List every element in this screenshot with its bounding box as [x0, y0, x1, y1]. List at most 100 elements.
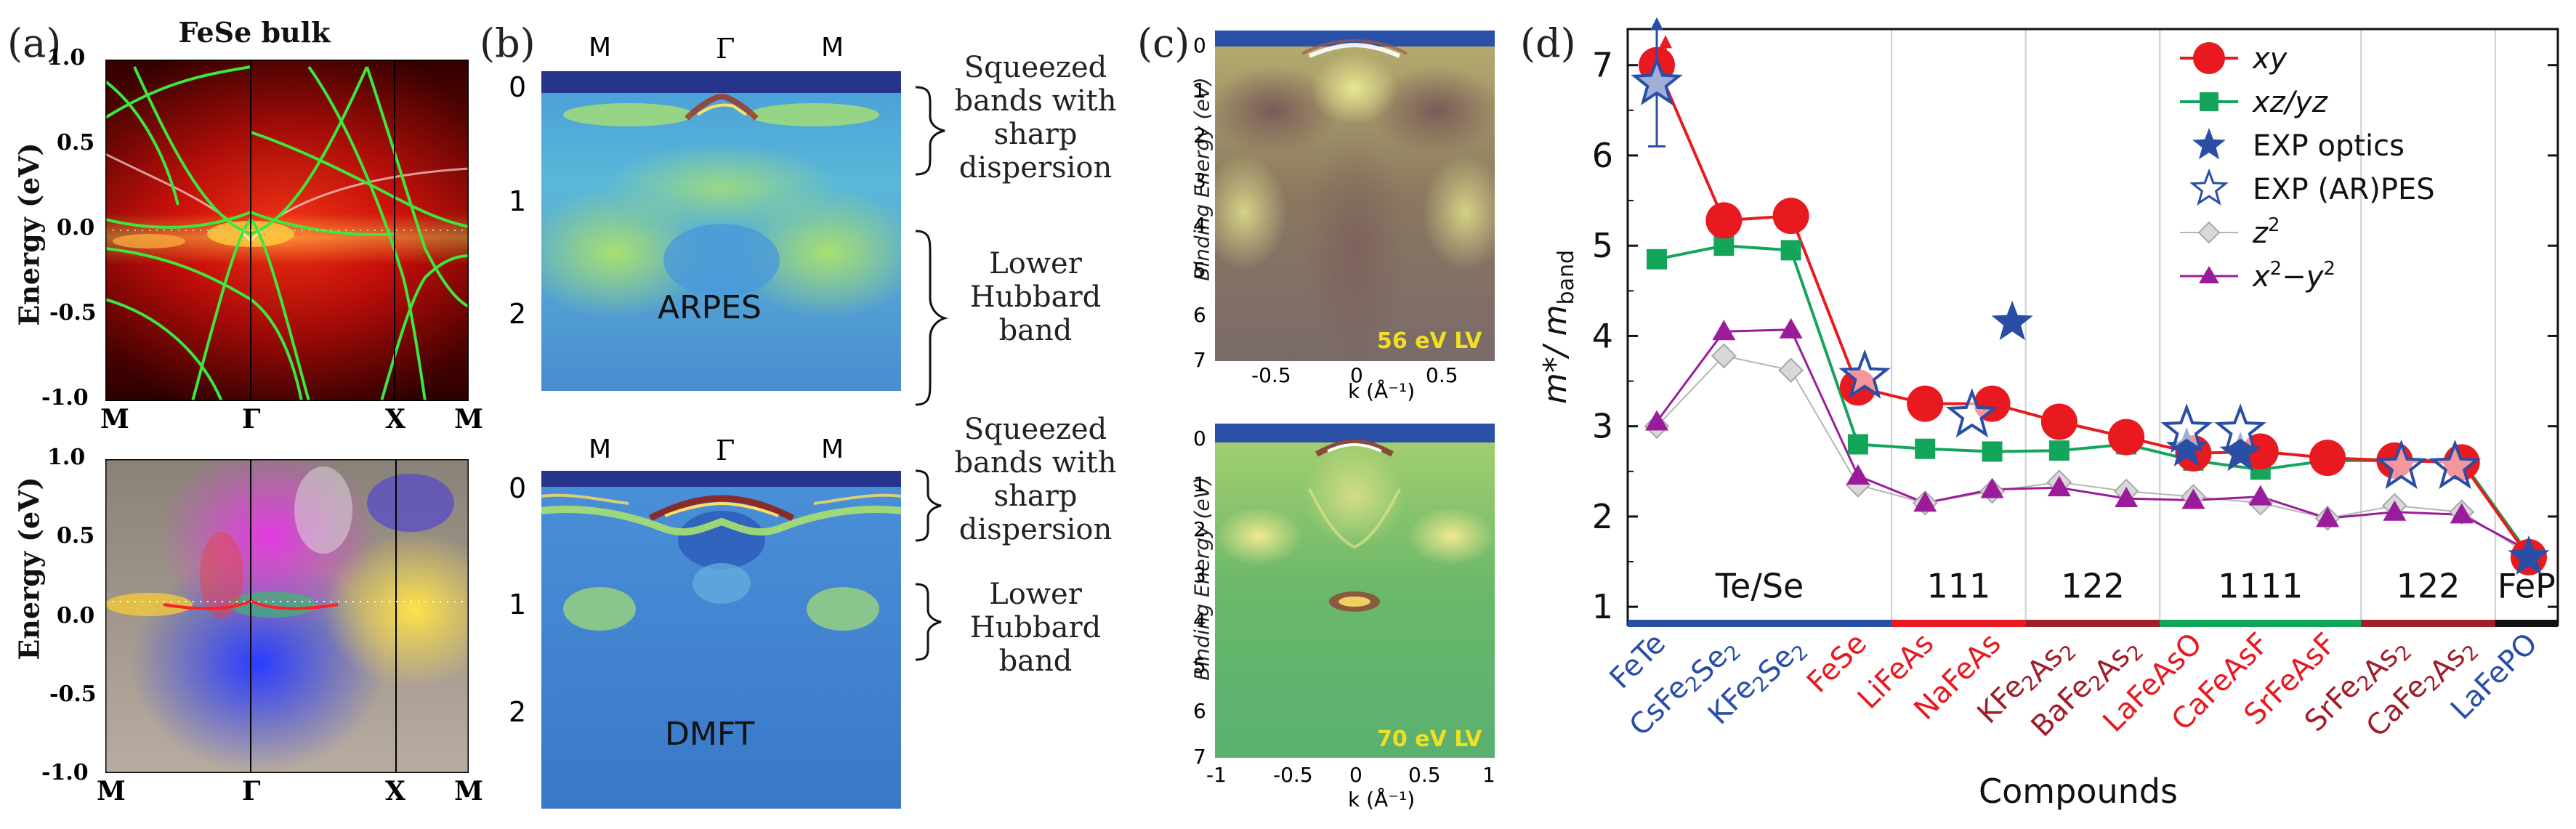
panel-a-top-kpoint: M: [454, 404, 483, 434]
marker-exp-arpes-open-star: [1945, 388, 1998, 438]
marker-x2y2-triangle: [2115, 487, 2139, 508]
panel-a-bottom-kpoint: Γ: [242, 776, 261, 806]
panel-c-bottom-ytick: 6: [1193, 699, 1206, 724]
legend-marker-x2y2: [2199, 266, 2219, 283]
panel-c-bottom-xtick: 1: [1482, 763, 1495, 787]
panel-c-bottom-ytick: 5: [1193, 653, 1206, 678]
legend-label: x2−y2: [2251, 258, 2335, 294]
marker-x2y2-triangle: [2450, 503, 2474, 524]
panel-a-top-kpoint: X: [385, 404, 405, 434]
marker-x2y2-triangle: [2047, 476, 2071, 497]
panel-a-top-ylabel: Energy (eV): [12, 142, 46, 326]
marker-xzyz-square: [1713, 235, 1735, 256]
panel-c-top-xlabel: k (Å⁻¹): [1348, 379, 1416, 403]
panel-c-bottom-xtick: 0.5: [1408, 763, 1441, 787]
y-tick-label: 1: [1592, 587, 1613, 626]
legend-marker-exp-arpes: [2189, 168, 2229, 206]
marker-x2y2-triangle: [2181, 488, 2205, 509]
marker-exp-arpes-open-star: [2375, 439, 2428, 490]
marker-x2y2-triangle: [2383, 500, 2407, 521]
panel-a-top-ytick: 0.5: [57, 130, 95, 155]
panel-b-bottom-ytick: 2: [509, 696, 527, 728]
group-color-bar: [2160, 620, 2362, 627]
group-color-bar: [2025, 620, 2160, 627]
panel-c-top-ytick: 7: [1193, 348, 1206, 372]
series-line-xy: [1655, 328, 2529, 552]
marker-xzyz-square: [1847, 434, 1868, 455]
marker-xy-circle: [2040, 403, 2078, 440]
panel-b-annotation-squeezed-bottom: Squeezed bands with sharp dispersion: [954, 413, 1117, 546]
x-category-label: KFe2Se2: [1702, 627, 1813, 738]
panel-a-bottom-kpoint: X: [385, 776, 405, 806]
panel-a-bottom-ytick: -0.5: [49, 682, 97, 707]
panel-a-top-ytick: 0.0: [57, 215, 95, 240]
marker-exp-optics-star: [1991, 300, 2033, 341]
exp-error-arrowhead: [1650, 17, 1663, 31]
marker-xy-circle: [1705, 202, 1743, 239]
panel-a-top-spectral-map: [105, 60, 469, 401]
panel-c-top-ytick: 2: [1193, 123, 1206, 147]
group-color-bar: [1628, 620, 1892, 627]
x-axis-label: Compounds: [1979, 772, 2178, 811]
marker-x2y2-triangle: [1846, 464, 1870, 485]
panel-c-top-ytick: 1: [1193, 78, 1206, 102]
panel-b-top-kpoint: M: [821, 33, 844, 62]
group-label: 1111: [2218, 567, 2303, 606]
marker-exp-optics-star: [2508, 535, 2550, 575]
panel-c-top-ytick: 5: [1193, 258, 1206, 283]
panel-c-bottom-xtick: 0: [1349, 763, 1362, 787]
panel-c-top-ytick: 6: [1193, 303, 1206, 328]
panel-b-bottom-ytick: 1: [509, 589, 527, 620]
panel-c-bottom-xtick: -1: [1206, 763, 1227, 787]
panel-c-bottom-tag: 70 eV LV: [1377, 727, 1482, 752]
series-line-z: [1656, 355, 2529, 555]
legend-label: xy: [2251, 42, 2288, 76]
legend-label: xz/yz: [2251, 86, 2328, 119]
marker-x2y2-triangle: [1712, 320, 1736, 341]
marker-xy-circle: [2108, 418, 2145, 456]
panel-d-label: (d): [1520, 20, 1576, 66]
panel-a-bottom-ytick: 0.0: [57, 603, 95, 628]
panel-b-arpes-label: ARPES: [658, 289, 762, 326]
legend-label: z2: [2252, 214, 2280, 250]
panel-c-bottom-image: [1215, 424, 1495, 758]
panel-c-bottom-ytick: 4: [1193, 608, 1206, 633]
marker-x2y2-triangle: [1913, 491, 1937, 512]
panel-c-bottom-ytick: 2: [1193, 517, 1206, 542]
panel-a-bottom-spectral-map: [105, 459, 469, 773]
panel-a-top-ytick: -0.5: [49, 300, 97, 325]
panel-b-dmft-image: [541, 471, 901, 809]
marker-exp-arpes-open-star: [2160, 403, 2213, 453]
legend-label: EXP optics: [2253, 129, 2405, 163]
marker-x2y2-triangle: [1779, 318, 1803, 339]
panel-b-annotation-hubbard-bottom: Lower Hubbard band: [969, 578, 1102, 678]
marker-x2y2-triangle: [2248, 485, 2272, 506]
group-color-bar: [2495, 620, 2558, 627]
panel-c-top-ytick: 3: [1193, 168, 1206, 193]
panel-b-annotation-hubbard-top: Lower Hubbard band: [969, 247, 1102, 347]
y-tick-label: 6: [1592, 136, 1613, 175]
panel-c-bottom-ytick: 3: [1193, 562, 1206, 587]
x-category-label: CaFe2As2: [2360, 627, 2484, 751]
group-label: Te/Se: [1715, 567, 1804, 606]
marker-xzyz-square: [1647, 248, 1667, 270]
legend-label: EXP (AR)PES: [2253, 173, 2435, 206]
panel-b-annotation-squeezed-top: Squeezed bands with sharp dispersion: [954, 51, 1117, 185]
panel-b-top-ytick: 1: [509, 185, 527, 217]
plot-frame: [1626, 28, 2559, 626]
panel-c-bottom-xtick: -0.5: [1273, 763, 1313, 787]
y-axis-label: m*/ mband: [1537, 250, 1579, 404]
group-color-bar: [1891, 620, 2026, 627]
panel-b-arpes-image: [541, 71, 901, 391]
panel-a-label: (a): [7, 20, 62, 66]
y-tick-label: 2: [1592, 497, 1613, 536]
panel-b-bottom-kpoint: M: [821, 434, 844, 464]
x-category-label: LaFePO: [2444, 627, 2544, 727]
panel-c-top-ytick: 0: [1193, 33, 1206, 57]
group-label: 111: [1926, 567, 1990, 606]
group-label: 122: [2061, 567, 2125, 606]
group-label: 122: [2397, 567, 2460, 606]
marker-xzyz-square: [1982, 441, 2003, 462]
panel-c-top-xtick: 0: [1350, 363, 1363, 387]
